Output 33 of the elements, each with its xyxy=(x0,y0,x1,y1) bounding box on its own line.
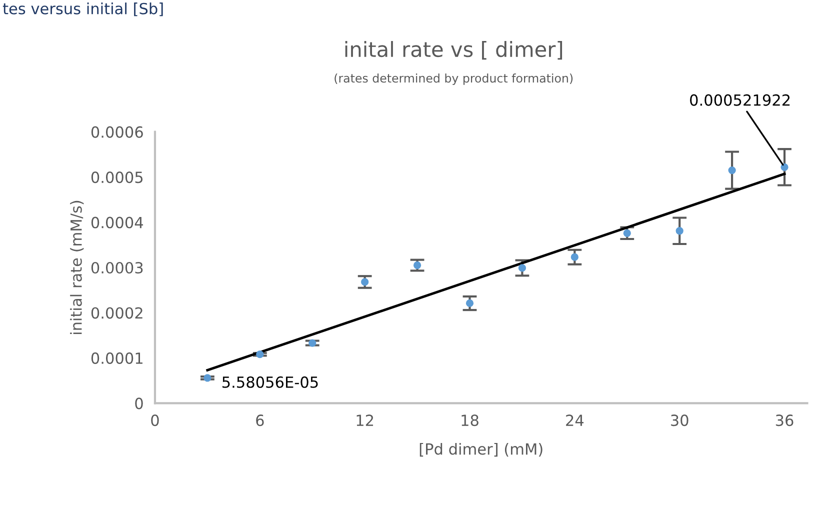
x-tick-label: 6 xyxy=(256,414,264,426)
y-tick-label: 0.0006 xyxy=(91,126,143,138)
x-axis-title: [Pd dimer] (mM) xyxy=(420,442,542,457)
point xyxy=(570,253,578,261)
point xyxy=(413,261,422,270)
y-axis-title: initial rate (mM/s) xyxy=(70,200,84,334)
x-tick-label: 18 xyxy=(462,414,478,426)
data-label: 0.000521922 xyxy=(690,94,790,106)
y-tick-label: 0.0005 xyxy=(91,172,143,184)
x-tick-label: 30 xyxy=(671,414,688,426)
x-tick-label: 12 xyxy=(356,414,374,426)
point xyxy=(308,339,316,347)
point xyxy=(361,278,369,286)
point xyxy=(623,229,631,237)
x-tick-label: 0 xyxy=(151,414,159,426)
x-tick-label: 24 xyxy=(566,414,584,426)
point xyxy=(518,264,526,272)
y-tick-label: 0.0001 xyxy=(91,352,142,364)
point xyxy=(676,227,684,235)
y-tick-label: 0.0002 xyxy=(91,307,142,319)
point xyxy=(728,166,736,174)
point xyxy=(204,374,212,382)
point xyxy=(256,350,264,358)
point xyxy=(466,299,474,308)
chart-title: inital rate vs [ dimer] xyxy=(345,41,562,60)
x-tick-label: 36 xyxy=(776,414,794,426)
chart-subtitle: (rates determined by product formation) xyxy=(334,73,573,85)
y-tick-label: 0.0003 xyxy=(91,262,143,274)
text: tes versus initial [Sb] xyxy=(2,2,163,16)
data-label: 5.58056E-05 xyxy=(222,376,318,388)
y-tick-label: 0.0004 xyxy=(91,216,144,228)
point xyxy=(780,163,788,171)
y-tick-label: 0 xyxy=(135,398,143,410)
